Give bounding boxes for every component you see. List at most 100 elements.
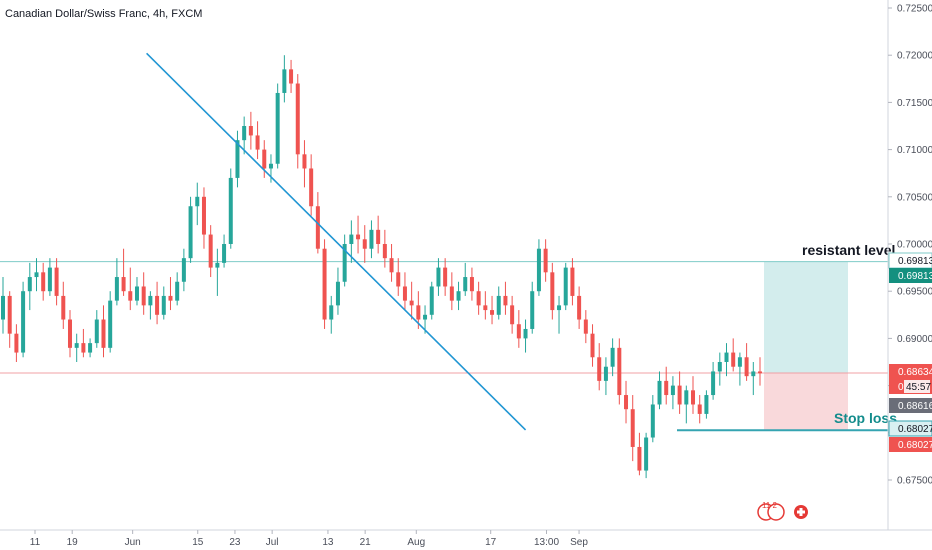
- candle-body: [650, 404, 655, 438]
- candlestick-series: [1, 55, 762, 479]
- candle-body: [382, 244, 387, 259]
- candle-body: [215, 262, 220, 268]
- candle-body: [570, 267, 575, 296]
- candle-body: [396, 272, 401, 287]
- svg-text:0.68616: 0.68616: [898, 401, 932, 412]
- candle-body: [697, 404, 702, 414]
- candle-body: [711, 371, 716, 396]
- candle-body: [74, 343, 79, 348]
- candle-body: [222, 244, 227, 263]
- countdown-timer: 45:57: [906, 382, 931, 393]
- candle-body: [7, 295, 12, 334]
- chart-title: Canadian Dollar/Swiss Franc, 4h, FXCM: [5, 8, 202, 20]
- candle-body: [409, 300, 414, 306]
- candle-body: [530, 291, 535, 329]
- candle-body: [624, 395, 629, 410]
- x-tick-label: Jul: [266, 537, 279, 548]
- price-tag-resistance-bottom: 0.69813: [889, 268, 932, 283]
- candle-body: [1, 295, 5, 320]
- candle-body: [490, 310, 495, 315]
- candle-body: [476, 291, 481, 306]
- candle-body: [523, 328, 528, 339]
- candle-body: [101, 319, 106, 348]
- candle-body: [14, 333, 19, 353]
- candle-body: [41, 272, 46, 292]
- candle-body: [235, 140, 240, 178]
- candle-body: [349, 234, 354, 244]
- x-tick-label: 15: [192, 537, 204, 548]
- candle-body: [751, 371, 756, 377]
- candle-body: [657, 380, 662, 405]
- candle-body: [181, 258, 186, 282]
- candle-body: [436, 267, 441, 287]
- candle-body: [295, 83, 300, 155]
- candle-body: [128, 291, 133, 301]
- y-tick-label: 0.67500: [897, 476, 932, 487]
- time-axis[interactable]: 11 19 Jun 15 23 Jul 13 21 Aug 17 13:00 Sep: [30, 530, 589, 548]
- candle-body: [362, 239, 367, 249]
- candle-body: [201, 196, 206, 235]
- candle-body: [731, 352, 736, 367]
- candle-body: [429, 286, 434, 315]
- candle-body: [463, 277, 468, 292]
- candle-body: [443, 267, 448, 287]
- candle-body: [121, 277, 126, 292]
- price-tag-mid: 0.68616: [889, 398, 932, 413]
- candle-body: [155, 295, 160, 315]
- candle-body: [289, 69, 294, 84]
- descending-trendline: [146, 52, 527, 431]
- candle-body: [282, 69, 287, 93]
- candle-body: [369, 229, 374, 249]
- candle-body: [684, 390, 689, 405]
- candle-body: [322, 248, 327, 320]
- candle-body: [114, 277, 119, 301]
- candle-body: [583, 319, 588, 334]
- plot-area: [0, 0, 888, 530]
- candle-body: [195, 196, 200, 207]
- candle-body: [27, 277, 32, 292]
- candle-body: [704, 395, 709, 414]
- candle-body: [47, 267, 52, 292]
- candle-body: [248, 126, 253, 136]
- candle-body: [510, 305, 515, 325]
- candle-body: [61, 295, 66, 320]
- y-tick-label: 0.69000: [897, 334, 932, 345]
- x-tick-label: 23: [229, 537, 241, 548]
- stop-loss-label: Stop loss: [834, 410, 897, 426]
- svg-text:0.: 0.: [898, 382, 906, 393]
- candle-body: [516, 324, 521, 339]
- price-tag-countdown: 0. 45:57: [889, 379, 932, 394]
- candle-body: [81, 343, 86, 353]
- candle-body: [469, 277, 474, 292]
- candle-body: [563, 267, 568, 306]
- candle-body: [376, 229, 381, 244]
- price-tag-stop-bottom: 0.68027: [889, 437, 932, 452]
- candle-body: [590, 333, 595, 358]
- candle-body: [423, 314, 428, 320]
- y-tick-label: 0.70500: [897, 192, 932, 203]
- candle-body: [402, 286, 407, 301]
- candle-body: [302, 154, 307, 169]
- economic-events-badge[interactable]: 11 2: [757, 501, 808, 521]
- y-tick-label: 0.70000: [897, 240, 932, 251]
- candle-body: [449, 286, 454, 301]
- svg-text:0.68027: 0.68027: [898, 440, 932, 451]
- candle-body: [503, 295, 508, 306]
- candle-body: [597, 357, 602, 381]
- y-tick-label: 0.72500: [897, 4, 932, 15]
- event-icon-canada-2: [767, 503, 785, 521]
- candle-body: [717, 362, 722, 372]
- candle-body: [603, 366, 608, 381]
- candle-body: [268, 163, 273, 169]
- take-profit-zone: [764, 261, 848, 373]
- x-tick-label: Aug: [407, 537, 425, 548]
- candle-body: [161, 295, 166, 315]
- candle-body: [329, 305, 334, 320]
- candle-body: [483, 305, 488, 311]
- candle-body: [108, 300, 113, 348]
- price-tag-stop-top: 0.68027: [888, 420, 932, 437]
- candle-body: [758, 371, 762, 374]
- candle-body: [21, 291, 26, 353]
- candle-body: [577, 295, 582, 320]
- candle-body: [67, 319, 72, 348]
